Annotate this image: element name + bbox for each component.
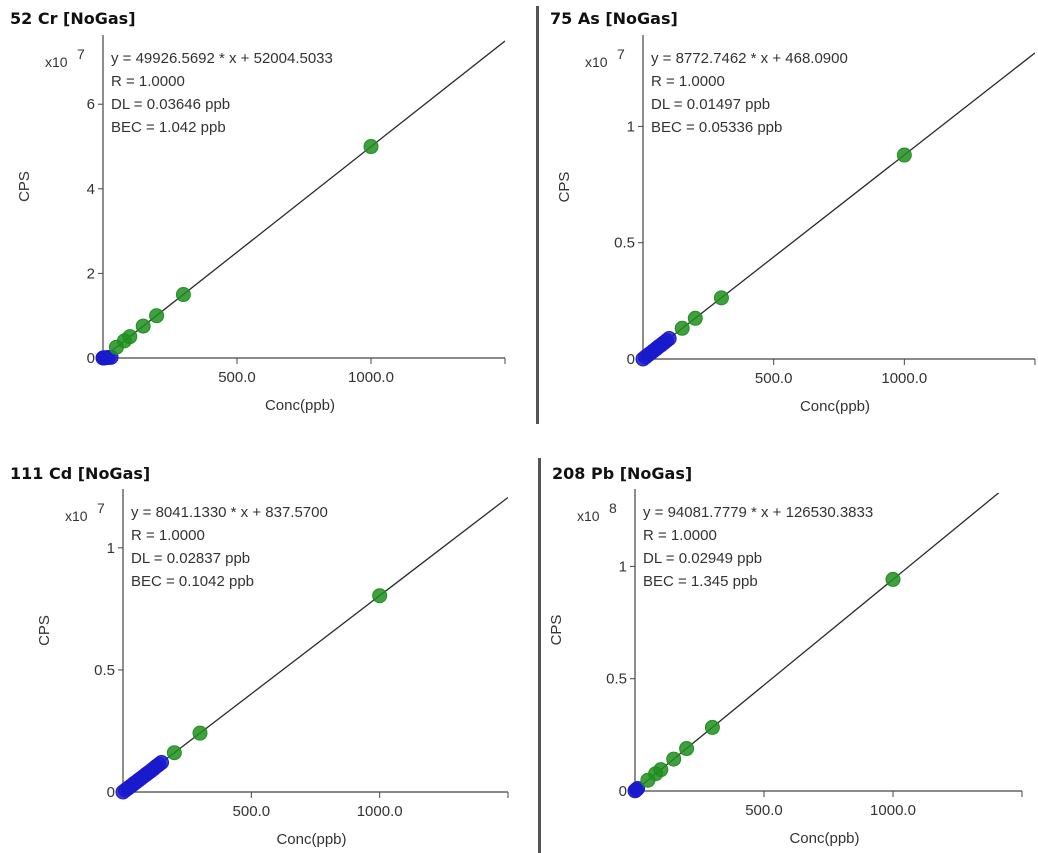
- y-tick-label: 1: [619, 558, 627, 575]
- x-tick-label: 500.0: [745, 802, 783, 819]
- stats-line-1: R = 1.0000: [111, 73, 185, 90]
- stats-line-1: R = 1.0000: [643, 527, 717, 544]
- data-point: [372, 588, 388, 604]
- data-point: [885, 571, 901, 587]
- y-axis-label: CPS: [556, 172, 573, 203]
- y-multiplier-exponent: 8: [609, 500, 617, 516]
- chart-panel-cr: 52 Cr [NoGas] 0 2 4 6 500.0 1000.0 x10 7 Conc(ppb…: [0, 0, 530, 432]
- stats-line-3: BEC = 1.042 ppb: [111, 119, 226, 136]
- data-point: [135, 318, 151, 334]
- y-multiplier-exponent: 7: [97, 500, 105, 516]
- x-tick-label: 500.0: [233, 803, 271, 820]
- stats-line-1: R = 1.0000: [131, 527, 205, 544]
- stats-line-2: DL = 0.01497 ppb: [651, 96, 770, 113]
- chart-panel-cd: 111 Cd [NoGas] 0 0.5 1 500.0 1000.0 x10 7 Conc(p…: [0, 455, 536, 853]
- data-point: [661, 331, 677, 347]
- y-multiplier: x10: [585, 54, 608, 70]
- stats-line-0: y = 94081.7779 * x + 126530.3833: [643, 504, 873, 521]
- y-axis-label: CPS: [548, 615, 565, 646]
- stats-line-3: BEC = 0.05336 ppb: [651, 119, 782, 136]
- data-point: [122, 329, 138, 345]
- x-axis-label: Conc(ppb): [276, 831, 346, 848]
- chart-title: 208 Pb [NoGas]: [552, 464, 692, 483]
- y-tick-label: 1: [107, 540, 115, 557]
- y-tick-label: 2: [87, 265, 95, 282]
- y-multiplier: x10: [45, 54, 68, 70]
- y-multiplier: x10: [65, 508, 88, 524]
- data-point: [166, 745, 182, 761]
- panel-separator-top: [536, 6, 539, 424]
- stats-line-0: y = 8772.7462 * x + 468.0900: [651, 50, 848, 67]
- panel-separator-bottom: [538, 458, 541, 853]
- y-tick-label: 0.5: [606, 671, 627, 688]
- calibration-line: [103, 40, 505, 358]
- calibration-line: [643, 52, 1035, 359]
- data-point: [896, 147, 912, 163]
- stats-line-2: DL = 0.02837 ppb: [131, 550, 250, 567]
- calibration-line: [123, 496, 508, 792]
- chart-svg: 52 Cr [NoGas] 0 2 4 6 500.0 1000.0 x10 7 Conc(ppb…: [10, 9, 506, 414]
- chart-title: 75 As [NoGas]: [550, 9, 678, 28]
- stats-line-2: DL = 0.03646 ppb: [111, 96, 230, 113]
- stats-line-0: y = 49926.5692 * x + 52004.5033: [111, 50, 333, 67]
- y-axis-label: CPS: [36, 615, 53, 646]
- chart-title: 111 Cd [NoGas]: [10, 464, 150, 483]
- data-point: [674, 320, 690, 336]
- y-tick-label: 0: [619, 783, 627, 800]
- stats-line-2: DL = 0.02949 ppb: [643, 550, 762, 567]
- y-multiplier-exponent: 7: [77, 46, 85, 62]
- chart-svg: 111 Cd [NoGas] 0 0.5 1 500.0 1000.0 x10 7 Conc(p…: [10, 464, 509, 848]
- y-tick-label: 6: [87, 96, 95, 113]
- data-point: [713, 290, 729, 306]
- chart-title: 52 Cr [NoGas]: [10, 9, 136, 28]
- y-multiplier: x10: [577, 508, 600, 524]
- chart-svg: 208 Pb [NoGas] 0 0.5 1 500.0 1000.0 x10 8 Conc(p…: [548, 464, 1023, 847]
- chart-panel-as: 75 As [NoGas] 0 0.5 1 500.0 1000.0 x10 7 Conc(pp…: [540, 0, 1038, 432]
- x-tick-label: 1000.0: [870, 802, 916, 819]
- x-tick-label: 1000.0: [357, 803, 403, 820]
- data-point: [704, 719, 720, 735]
- x-axis-label: Conc(ppb): [789, 830, 859, 847]
- data-point: [653, 762, 669, 778]
- stats-line-0: y = 8041.1330 * x + 837.5700: [131, 504, 328, 521]
- y-tick-label: 0: [107, 784, 115, 801]
- chart-svg: 75 As [NoGas] 0 0.5 1 500.0 1000.0 x10 7 Conc(pp…: [550, 9, 1036, 415]
- x-tick-label: 500.0: [218, 369, 256, 386]
- y-tick-label: 4: [87, 181, 95, 198]
- calibration-line: [635, 493, 1000, 791]
- data-point: [154, 754, 169, 770]
- data-point: [666, 751, 682, 767]
- x-tick-label: 1000.0: [348, 369, 394, 386]
- data-point: [175, 287, 191, 303]
- stats-line-1: R = 1.0000: [651, 73, 725, 90]
- y-tick-label: 0.5: [94, 662, 115, 679]
- data-point: [630, 781, 646, 797]
- data-point: [363, 139, 379, 155]
- x-tick-label: 1000.0: [881, 370, 927, 387]
- x-axis-label: Conc(ppb): [800, 398, 870, 415]
- data-point: [687, 310, 703, 326]
- data-point: [192, 725, 208, 741]
- y-tick-label: 0: [627, 351, 635, 368]
- stats-line-3: BEC = 1.345 ppb: [643, 573, 758, 590]
- data-point: [149, 308, 165, 324]
- chart-panel-pb: 208 Pb [NoGas] 0 0.5 1 500.0 1000.0 x10 8 Conc(p…: [542, 455, 1038, 853]
- y-tick-label: 1: [627, 118, 635, 135]
- stats-line-3: BEC = 0.1042 ppb: [131, 573, 254, 590]
- y-multiplier-exponent: 7: [617, 46, 625, 62]
- y-tick-label: 0: [87, 350, 95, 367]
- x-tick-label: 500.0: [755, 370, 793, 387]
- y-tick-label: 0.5: [614, 235, 635, 252]
- data-point: [679, 741, 695, 757]
- x-axis-label: Conc(ppb): [265, 397, 335, 414]
- y-axis-label: CPS: [16, 171, 33, 202]
